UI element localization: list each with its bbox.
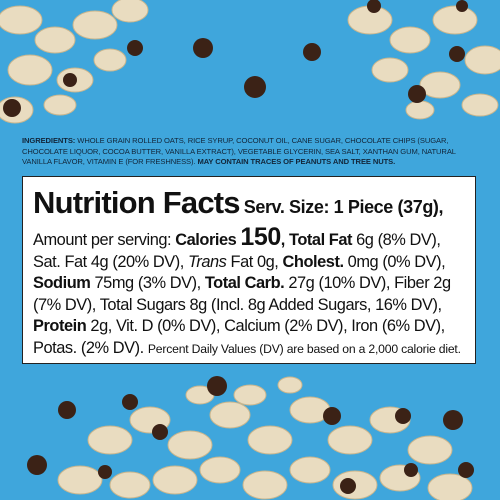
nutrition-panel: Nutrition Facts Serv. Size: 1 Piece (37g)… [22, 176, 476, 364]
segment: Percent Daily Values (DV) are based on a… [147, 341, 461, 356]
nutrition-title: Nutrition Facts [33, 185, 241, 220]
ingredients: INGREDIENTS: WHOLE GRAIN ROLLED OATS, RI… [22, 136, 480, 168]
segment: 150 [240, 223, 281, 251]
ingredients-text: WHOLE GRAIN ROLLED OATS, RICE SYRUP, COC… [22, 136, 456, 166]
ingredients-label: INGREDIENTS: [22, 136, 76, 145]
header: Nutrition Facts Serv. Size: 1 Piece (37g)… [33, 185, 465, 221]
segment: Cholest. [282, 252, 345, 271]
segment: Protein [33, 317, 87, 335]
segment: Calories [175, 231, 241, 249]
segment: Fat 0g, [226, 252, 283, 271]
segment: , Total Fat [280, 231, 357, 249]
serving-size: Serv. Size: 1 Piece (37g), [243, 197, 444, 217]
segment: 2g, Vit. D (0% DV), Calcium (2% DV), Iro… [33, 317, 445, 357]
segment: 6g (8% DV), Sat. Fat 4g (20% DV), [33, 231, 441, 271]
segment: Trans [187, 252, 227, 271]
segment: Sodium [33, 274, 91, 292]
allergen-warning: MAY CONTAIN TRACES OF PEANUTS AND TREE N… [197, 157, 396, 166]
segment: 75mg (3% DV), [90, 274, 205, 292]
nutrition-text: Amount per serving: Calories 150, Total … [33, 225, 465, 360]
segment: 27g (10% DV), Fiber 2g (7% DV), Total Su… [33, 274, 451, 314]
segment: Amount per serving: [33, 231, 176, 249]
segment: 0mg (0% DV), [343, 252, 446, 271]
segment: Total Carb. [204, 274, 285, 292]
